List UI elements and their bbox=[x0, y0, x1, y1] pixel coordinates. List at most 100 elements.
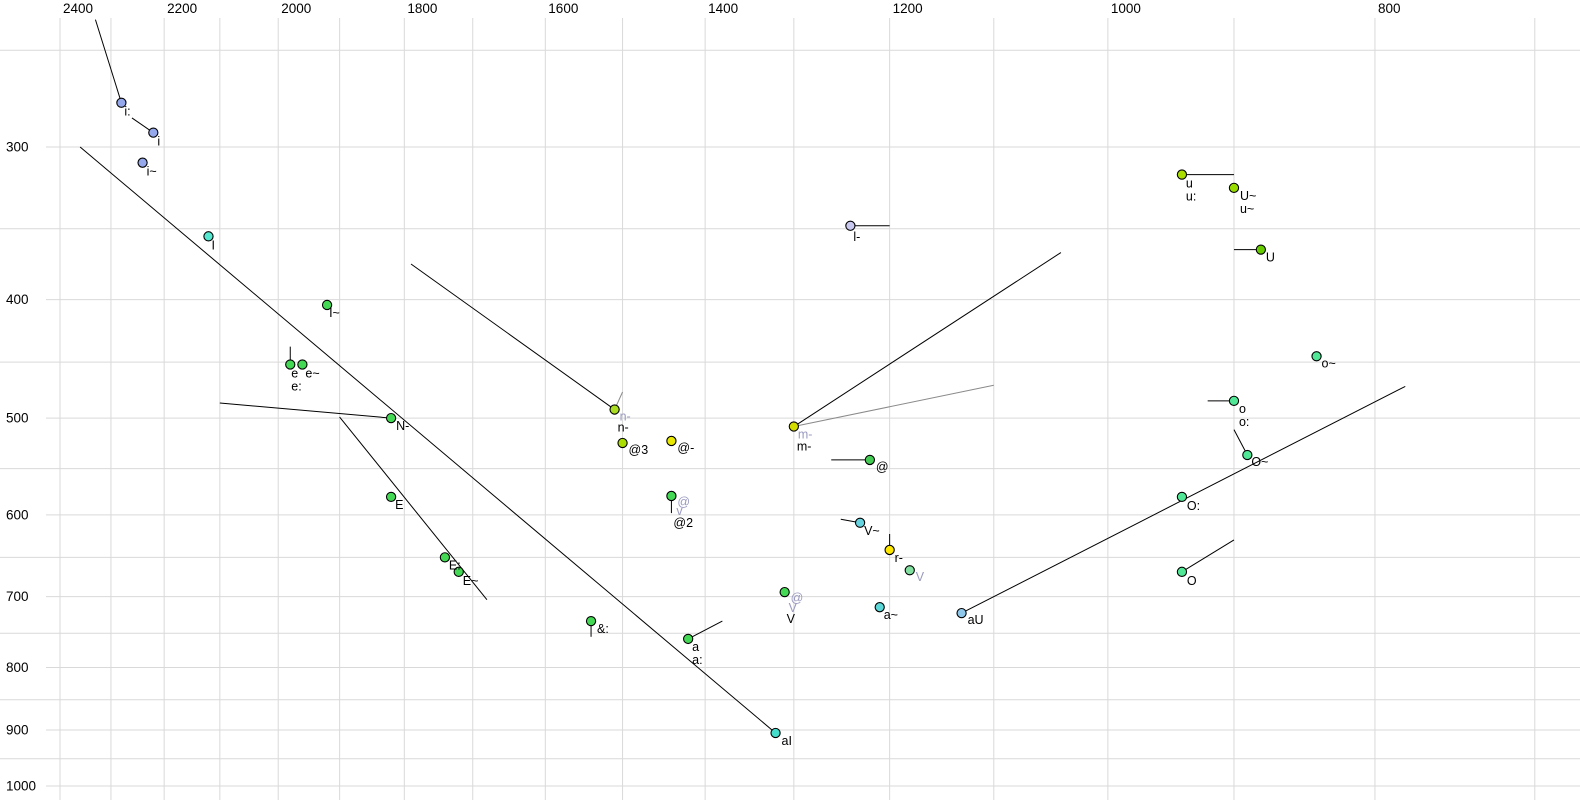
vowel-point bbox=[666, 490, 677, 502]
y-axis-tick-label: 300 bbox=[6, 140, 29, 155]
vowel-label: u: bbox=[1186, 190, 1196, 204]
vowel-point bbox=[770, 727, 781, 739]
y-axis-label-bg bbox=[0, 409, 46, 428]
y-axis-tick-label: 800 bbox=[6, 660, 29, 675]
vowel-label-grey: @ bbox=[791, 591, 804, 605]
y-axis-tick-label: 900 bbox=[6, 723, 29, 738]
y-axis-label-bg bbox=[0, 138, 46, 156]
x-axis-tick-label: 1200 bbox=[893, 1, 923, 16]
x-axis-tick-label: 2200 bbox=[167, 1, 197, 16]
vowel-point bbox=[148, 127, 159, 138]
vowel-label: u bbox=[1186, 177, 1193, 191]
vowel-label: e~ bbox=[305, 367, 319, 381]
x-axis-tick-label: 1400 bbox=[708, 1, 738, 16]
vowel-point bbox=[1228, 182, 1240, 193]
trajectory-line bbox=[793, 384, 994, 428]
vowel-point bbox=[683, 633, 694, 645]
vowel-label: i~ bbox=[147, 165, 157, 179]
vowel-label: u~ bbox=[1240, 202, 1254, 216]
vowel-point bbox=[609, 404, 620, 415]
vowel-label: i: bbox=[124, 105, 130, 119]
vowel-point bbox=[453, 566, 464, 577]
vowel-label: E: bbox=[449, 558, 461, 572]
vowel-label-grey: @ bbox=[677, 495, 690, 509]
vowel-label: a: bbox=[692, 653, 702, 667]
vowel-point bbox=[956, 607, 967, 619]
vowel-label-grey: v bbox=[676, 504, 683, 518]
y-axis-label-bg bbox=[0, 776, 46, 795]
trajectory-line bbox=[339, 416, 488, 601]
vowel-label: I bbox=[211, 238, 214, 252]
vowel-label: E bbox=[395, 498, 403, 512]
vowel-point bbox=[1242, 449, 1253, 461]
x-axis-tick-label: 2400 bbox=[63, 1, 93, 16]
vowel-label: aI bbox=[782, 734, 792, 748]
vowel-point bbox=[137, 157, 148, 168]
vowel-label: @3 bbox=[629, 443, 649, 457]
y-axis-tick-label: 700 bbox=[6, 589, 29, 604]
x-axis-tick-label: 2000 bbox=[281, 1, 311, 16]
vowel-label: U bbox=[1266, 251, 1275, 265]
vowel-label: @2 bbox=[673, 516, 693, 530]
vowel-label: r- bbox=[895, 551, 903, 565]
vowel-point bbox=[779, 586, 790, 598]
vowel-label: a bbox=[692, 640, 699, 654]
trajectory-line bbox=[793, 252, 1062, 427]
vowel-point bbox=[1176, 491, 1188, 503]
vowel-point bbox=[666, 435, 677, 447]
vowel-label: e: bbox=[291, 380, 301, 394]
vowel-point bbox=[845, 220, 856, 231]
vowel-label: V~ bbox=[864, 524, 880, 538]
vowel-label: @ bbox=[876, 460, 889, 474]
x-axis-tick-label: 1600 bbox=[548, 1, 578, 16]
vowel-label: o~ bbox=[1322, 356, 1336, 370]
vowel-label: O bbox=[1187, 574, 1197, 588]
vowel-point bbox=[788, 421, 799, 432]
vowel-label: @- bbox=[677, 441, 694, 455]
y-axis-tick-label: 600 bbox=[6, 507, 29, 522]
vowel-label-grey: n- bbox=[620, 410, 631, 424]
vowel-point bbox=[617, 437, 628, 449]
vowel-label: N- bbox=[396, 419, 409, 433]
vowel-label: aU bbox=[968, 613, 984, 627]
vowel-label-grey: V bbox=[789, 601, 798, 615]
vowel-point bbox=[864, 454, 876, 466]
y-axis-label-bg bbox=[0, 658, 46, 677]
vowel-label: l- bbox=[853, 230, 860, 244]
vowel-point bbox=[854, 517, 866, 528]
y-axis-label-bg bbox=[0, 721, 46, 740]
vowel-point bbox=[1176, 169, 1188, 180]
vowel-label: &: bbox=[597, 622, 609, 636]
vowel-point bbox=[116, 97, 127, 108]
x-axis-tick-label: 1800 bbox=[407, 1, 437, 16]
y-axis-label-bg bbox=[0, 290, 46, 309]
vowel-point bbox=[321, 299, 333, 311]
trajectory-line bbox=[79, 146, 776, 734]
vowel-label: e bbox=[291, 367, 298, 381]
vowel-label: E~ bbox=[463, 574, 479, 588]
vowel-point bbox=[874, 602, 885, 613]
vowel-point bbox=[1255, 244, 1267, 255]
vowel-label: O~ bbox=[1251, 455, 1268, 469]
vowel-point bbox=[385, 491, 397, 503]
vowel-label: m- bbox=[797, 440, 812, 454]
vowel-point bbox=[1176, 566, 1188, 577]
x-axis-tick-label: 800 bbox=[1378, 1, 1401, 16]
vowel-point bbox=[904, 565, 915, 576]
trajectory-line bbox=[1181, 539, 1235, 573]
vowel-label: i bbox=[157, 135, 160, 149]
vowel-point bbox=[585, 615, 597, 627]
vowel-label-grey: m- bbox=[798, 428, 813, 442]
vowel-label: I~ bbox=[329, 306, 340, 320]
vowel-label: a~ bbox=[884, 608, 898, 622]
y-axis-tick-label: 500 bbox=[6, 411, 29, 426]
y-axis-tick-label: 400 bbox=[6, 292, 29, 307]
trajectory-line bbox=[94, 19, 122, 103]
vowel-label: o: bbox=[1239, 415, 1249, 429]
vowel-point bbox=[203, 231, 214, 242]
x-axis-tick-label: 1000 bbox=[1111, 1, 1141, 16]
trajectory-line bbox=[219, 402, 392, 419]
trajectory-line bbox=[687, 620, 723, 640]
